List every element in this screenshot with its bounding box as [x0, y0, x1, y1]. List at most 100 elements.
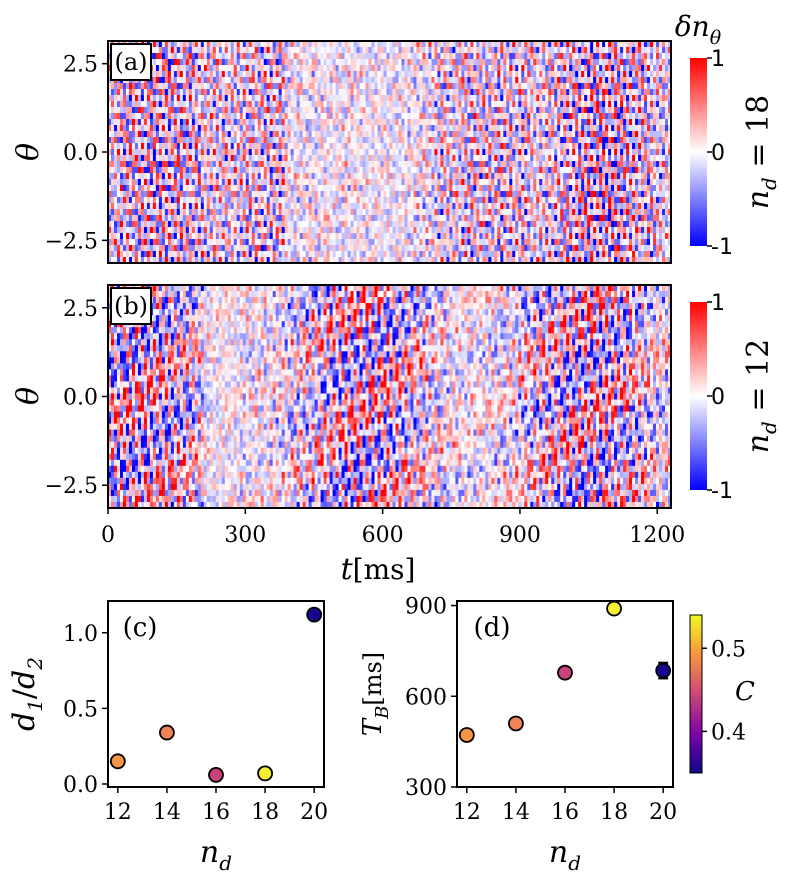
heatmap-cell [108, 113, 112, 120]
heatmap-cell [296, 227, 301, 234]
heatmap-cell [407, 239, 411, 246]
heatmap-cell [509, 95, 513, 102]
heatmap-cell [236, 221, 241, 228]
heatmap-cell [338, 209, 342, 216]
heatmap-cell [314, 89, 319, 96]
heatmap-cell [473, 83, 477, 90]
heatmap-cell [398, 209, 402, 216]
heatmap-cell [353, 41, 357, 48]
heatmap-cell [170, 179, 175, 186]
heatmap-cell [278, 83, 283, 90]
heatmap-cell [461, 155, 465, 162]
heatmap-cell [494, 167, 498, 174]
heatmap-cell [308, 197, 313, 204]
heatmap-cell [215, 107, 220, 114]
heatmap-cell [431, 47, 435, 54]
heatmap-cell [314, 173, 319, 180]
heatmap-cell [425, 77, 429, 84]
heatmap-cell [206, 161, 211, 168]
heatmap-cell [377, 179, 381, 186]
heatmap-cell [314, 125, 319, 132]
heatmap-cell [359, 53, 363, 60]
heatmap-cell [467, 137, 471, 144]
heatmap-cell [368, 191, 372, 198]
heatmap-cell [365, 239, 369, 246]
heatmap-cell [353, 83, 357, 90]
heatmap-cell [449, 179, 453, 186]
heatmap-cell [314, 197, 319, 204]
heatmap-cell [140, 203, 145, 210]
heatmap-cell [119, 167, 124, 174]
heatmap-cell [485, 137, 489, 144]
heatmap-cell [161, 77, 166, 84]
heatmap-cell [203, 59, 208, 66]
heatmap-cell [458, 95, 462, 102]
heatmap-cell [479, 239, 483, 246]
heatmap-cell [215, 203, 220, 210]
heatmap-cell [452, 251, 456, 258]
heatmap-cell [389, 47, 393, 54]
heatmap-cell [470, 143, 474, 150]
heatmap-cell [284, 95, 289, 102]
heatmap-cell [497, 71, 501, 78]
heatmap-cell [149, 245, 154, 252]
heatmap-cell [494, 209, 498, 216]
heatmap-cell [275, 143, 280, 150]
heatmap-cell [329, 227, 333, 234]
heatmap-cell [455, 95, 459, 102]
heatmap-cell [260, 41, 265, 48]
heatmap-cell [158, 89, 163, 96]
heatmap-cell [284, 119, 289, 126]
heatmap-cell [203, 71, 208, 78]
heatmap-cell [407, 149, 411, 156]
heatmap-cell [392, 251, 396, 258]
heatmap-cell [230, 257, 235, 263]
heatmap-cell [452, 215, 456, 222]
heatmap-cell [323, 131, 328, 138]
heatmap-cell [416, 101, 420, 108]
heatmap-cell [344, 179, 348, 186]
heatmap-cell [386, 131, 390, 138]
heatmap-cell [278, 191, 283, 198]
heatmap-cell [344, 113, 348, 120]
heatmap-cell [293, 113, 298, 120]
heatmap-cell [368, 113, 372, 120]
heatmap-cell [245, 125, 250, 132]
heatmap-cell [506, 161, 510, 168]
heatmap-cell [494, 203, 498, 210]
heatmap-cell [461, 131, 465, 138]
heatmap-cell [296, 185, 301, 192]
heatmap-cell [389, 143, 393, 150]
heatmap-cell [497, 179, 501, 186]
heatmap-cell [125, 113, 130, 120]
heatmap-cell [191, 251, 196, 258]
heatmap-cell [191, 83, 196, 90]
heatmap-cell [293, 101, 298, 108]
heatmap-cell [338, 143, 342, 150]
heatmap-cell [155, 155, 160, 162]
heatmap-cell [200, 227, 205, 234]
heatmap-cell [284, 233, 289, 240]
heatmap-cell [137, 185, 142, 192]
heatmap-cell [140, 155, 145, 162]
heatmap-cell [329, 77, 333, 84]
heatmap-cell [506, 179, 510, 186]
heatmap-cell [461, 209, 465, 216]
heatmap-cell [509, 149, 513, 156]
heatmap-cell [476, 203, 480, 210]
heatmap-cell [221, 53, 226, 60]
heatmap-cell [215, 179, 220, 186]
heatmap-cell [191, 95, 196, 102]
heatmap-cell [476, 191, 480, 198]
heatmap-cell [269, 251, 274, 258]
heatmap-cell [335, 101, 339, 108]
heatmap-cell [239, 131, 244, 138]
heatmap-cell [108, 137, 112, 144]
heatmap-cell [497, 233, 501, 240]
heatmap-cell [137, 155, 142, 162]
heatmap-cell [449, 113, 453, 120]
heatmap-cell [431, 191, 435, 198]
heatmap-cell [119, 137, 124, 144]
heatmap-cell [326, 251, 330, 258]
heatmap-cell [416, 179, 420, 186]
